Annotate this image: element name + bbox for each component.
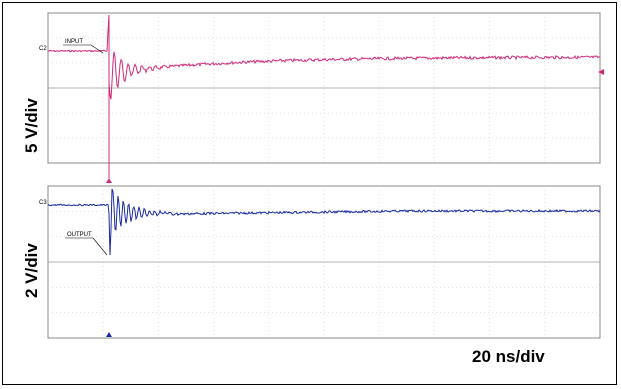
top-grid — [48, 13, 600, 163]
input-trace — [47, 14, 601, 178]
bottom-vscale-label: 2 V/div — [22, 243, 41, 298]
top-vscale-label: 5 V/div — [22, 98, 41, 153]
bottom-channel-label: C3 — [39, 200, 47, 206]
top-channel-label: C2 — [39, 46, 47, 52]
top-level-marker — [598, 69, 604, 75]
output-annotation-leader — [92, 237, 108, 256]
output-annotation: OUTPUT — [67, 232, 92, 238]
timebase-label: 20 ns/div — [472, 347, 545, 366]
input-annotation: INPUT — [65, 39, 83, 45]
output-trace — [47, 188, 601, 256]
scope-frame: C2 INPUT C3 OUTPUT 5 V/div 2 V/div 20 ns… — [2, 2, 617, 385]
oscilloscope-figure: C2 INPUT C3 OUTPUT 5 V/div 2 V/div 20 ns… — [22, 12, 604, 366]
input-annotation-leader — [90, 44, 104, 54]
top-trigger-marker — [106, 178, 112, 183]
bottom-trigger-marker — [106, 332, 112, 337]
top-panel: C2 INPUT — [39, 12, 604, 183]
bottom-panel: C3 OUTPUT — [39, 185, 601, 339]
